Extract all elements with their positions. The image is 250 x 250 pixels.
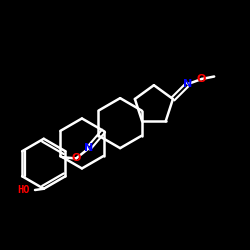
Text: O: O <box>72 154 81 164</box>
Text: O: O <box>197 74 206 84</box>
Text: N: N <box>84 144 93 154</box>
Text: HO: HO <box>18 185 30 195</box>
Text: N: N <box>183 79 192 89</box>
